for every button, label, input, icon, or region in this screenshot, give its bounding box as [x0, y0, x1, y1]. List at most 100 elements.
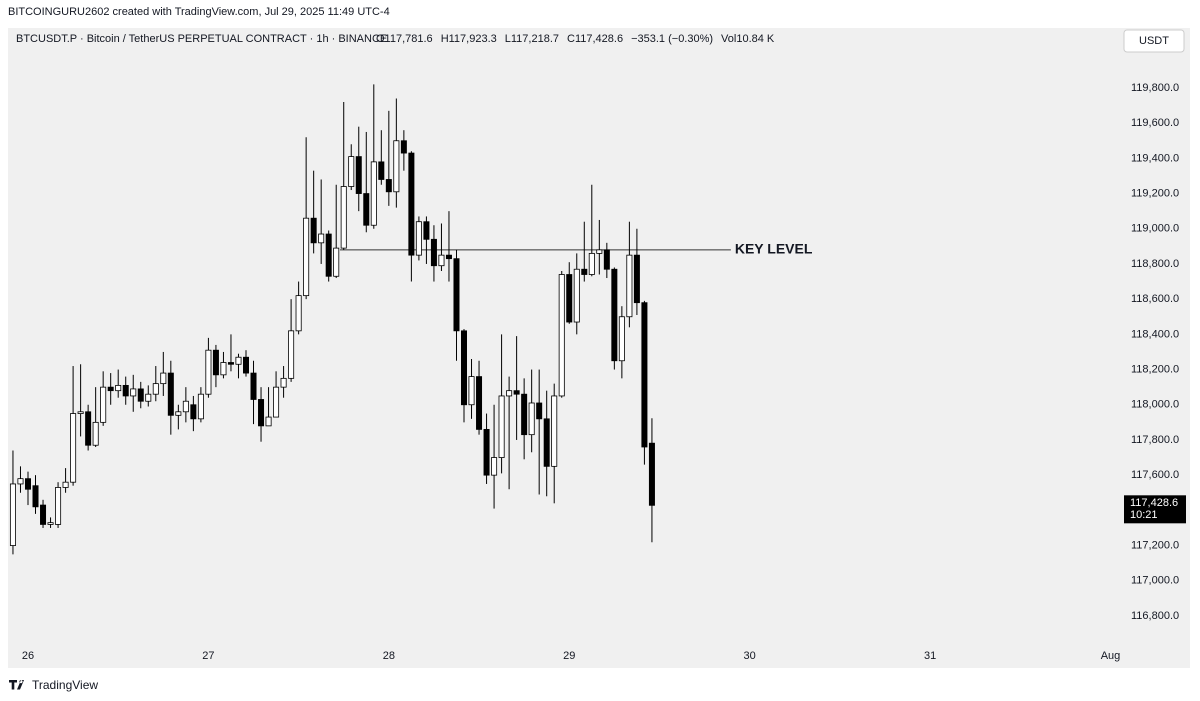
candle-body — [190, 404, 197, 420]
currency[interactable]: USDT — [1139, 35, 1169, 47]
y-tick-label: 119,000.0 — [1131, 223, 1179, 235]
candle-body — [461, 330, 468, 406]
candle-body — [536, 402, 543, 420]
y-tick-label: 119,200.0 — [1131, 187, 1179, 199]
y-tick-label: 119,800.0 — [1131, 82, 1179, 94]
candle-body — [445, 254, 452, 260]
candle-body — [167, 372, 174, 416]
x-tick-label: 27 — [202, 650, 214, 662]
y-tick-label: 116,800.0 — [1131, 610, 1179, 622]
candle-body — [491, 457, 498, 476]
candle-body — [566, 274, 573, 323]
ohlc-value: Vol10.84 K — [721, 33, 775, 45]
y-tick-label: 117,200.0 — [1131, 539, 1179, 551]
candle-body — [197, 393, 204, 420]
candle-body — [573, 268, 580, 323]
candle-body — [626, 254, 633, 318]
candle-body — [633, 254, 640, 304]
candle-body — [498, 395, 505, 458]
candle-body — [310, 217, 317, 244]
candle-body — [107, 386, 114, 392]
candle-body — [220, 362, 227, 376]
candle-body — [235, 356, 242, 365]
candle-body — [423, 221, 430, 240]
candle-body — [611, 268, 618, 362]
candle-body — [24, 478, 31, 490]
candle-body — [543, 418, 550, 467]
candle-body — [588, 252, 595, 275]
candle-body — [242, 356, 249, 374]
candle-body — [152, 383, 159, 395]
y-tick-label: 117,600.0 — [1131, 469, 1179, 481]
candle-body — [355, 156, 362, 194]
y-tick-label: 117,000.0 — [1131, 575, 1179, 587]
candle-body — [273, 386, 280, 418]
y-tick-label: 118,800.0 — [1131, 258, 1179, 270]
candle-body — [227, 362, 234, 365]
candle-body — [182, 400, 189, 413]
candle-body — [258, 399, 265, 427]
candle-body — [438, 254, 445, 267]
candle-body — [596, 249, 603, 254]
y-tick-label: 118,600.0 — [1131, 293, 1179, 305]
candle-body — [385, 179, 392, 193]
candle-body — [55, 487, 62, 525]
x-tick-label: 31 — [924, 650, 936, 662]
candle-body — [17, 478, 24, 485]
currency-button[interactable] — [1123, 29, 1185, 53]
candle-body — [641, 302, 648, 448]
ohlc-value: L117,218.7 — [505, 33, 559, 45]
y-tick-label: 119,600.0 — [1131, 117, 1179, 129]
credit: BITCOINGURU2602 created with TradingView… — [8, 6, 390, 18]
candle-body — [521, 393, 528, 436]
candle-body — [551, 395, 558, 467]
candle-body — [318, 233, 325, 244]
candle-body — [85, 411, 92, 446]
brand: TradingView — [32, 678, 98, 692]
x-tick-label: 29 — [563, 650, 575, 662]
candle-body — [506, 390, 513, 397]
candle-body — [92, 421, 99, 446]
candle-body — [115, 384, 122, 392]
candle-body — [130, 388, 137, 397]
ohlc-value: C117,428.6 — [567, 33, 623, 45]
candle-body — [415, 221, 422, 256]
chart-panel — [8, 28, 1190, 668]
candle-body — [265, 416, 272, 427]
y-tick-label: 119,400.0 — [1131, 152, 1179, 164]
candle-body — [363, 193, 370, 226]
candle-body — [205, 349, 212, 395]
candle-body — [618, 316, 625, 362]
last-price: 117,428.6 — [1130, 497, 1178, 509]
last-price-box — [1124, 495, 1186, 524]
candle-body — [581, 268, 588, 275]
candle-body — [370, 161, 377, 226]
x-tick-label: Aug — [1101, 650, 1121, 662]
candle-body — [288, 330, 295, 379]
candle-body — [393, 140, 400, 193]
candle-body — [453, 258, 460, 332]
y-tick-label: 118,200.0 — [1131, 363, 1179, 375]
candle-body — [333, 247, 340, 277]
ohlc-value: H117,923.3 — [441, 33, 497, 45]
candle-body — [430, 238, 437, 267]
y-tick-label: 117,800.0 — [1131, 434, 1179, 446]
candle-body — [468, 376, 475, 406]
ohlc-value: −353.1 (−0.30%) — [631, 33, 713, 45]
candle-body — [47, 522, 54, 525]
candle-body — [250, 372, 257, 400]
candle-body — [295, 295, 302, 332]
candle-body — [77, 411, 84, 414]
candle-body — [408, 152, 415, 256]
candle-body — [400, 140, 407, 154]
candle-body — [325, 233, 332, 277]
candle-body — [603, 249, 610, 270]
candle-body — [378, 161, 385, 180]
candle-body — [70, 413, 77, 483]
candle-body — [145, 393, 152, 402]
candle-body — [280, 377, 287, 388]
x-tick-label: 30 — [744, 650, 756, 662]
candle-body — [303, 217, 310, 297]
candle-body — [528, 402, 535, 436]
